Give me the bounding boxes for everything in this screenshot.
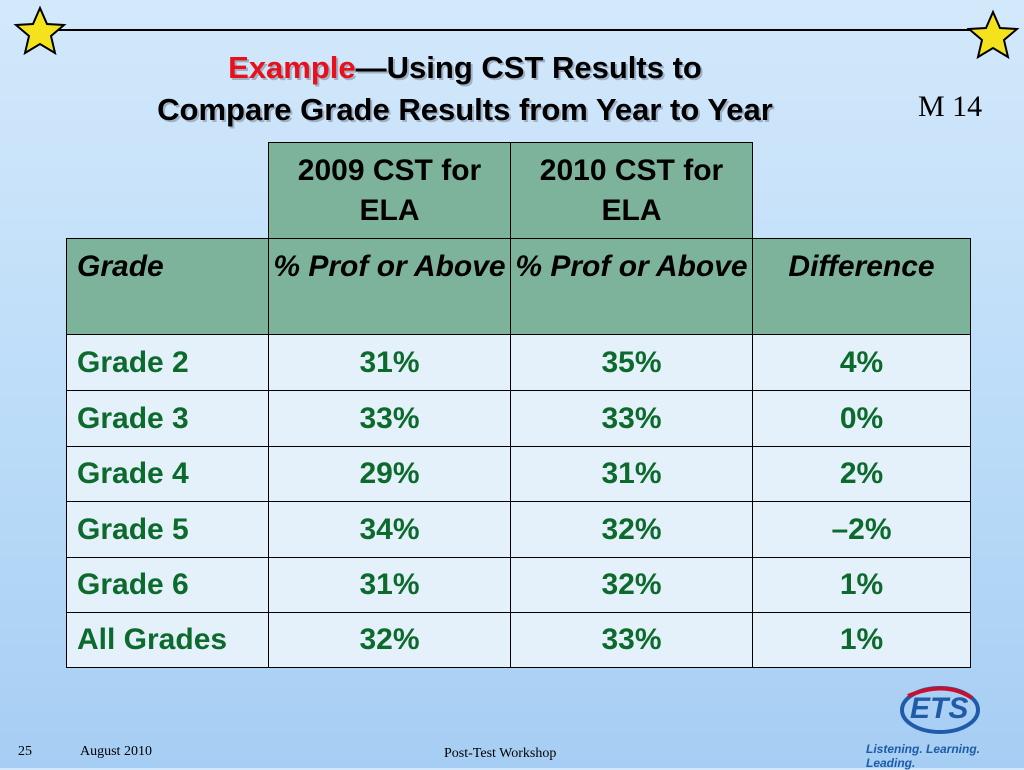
slide-number: 25 [18, 744, 32, 759]
column-header: % Prof or Above [510, 238, 753, 335]
table-cell: –2% [752, 501, 971, 558]
table-cell: 29% [268, 446, 511, 502]
column-header: Difference [752, 238, 971, 335]
table-cell: 2% [752, 446, 971, 502]
row-label: All Grades [66, 612, 269, 668]
table-cell: 32% [510, 557, 753, 613]
title-highlight: Example [228, 50, 356, 85]
slide-code: M 14 [918, 90, 983, 123]
table-cell: 1% [752, 557, 971, 613]
ets-logo-mark [900, 686, 980, 734]
table-cell: 35% [510, 334, 753, 391]
column-header: % Prof or Above [268, 238, 511, 335]
table-cell: 1% [752, 612, 971, 668]
table-cell: 33% [510, 612, 753, 668]
date: August 2010 [80, 744, 152, 759]
title-line-2: Compare Grade Results from Year to Year [157, 92, 773, 127]
table-cell: 34% [268, 501, 511, 558]
logo: ETS [910, 692, 969, 725]
group-header: 2010 CST for ELA [510, 142, 753, 239]
group-header: 2009 CST for ELA [268, 142, 511, 239]
table-cell: 33% [510, 390, 753, 447]
event: Post-Test Workshop [444, 746, 557, 761]
table-cell: 31% [268, 334, 511, 391]
row-label: Grade 2 [66, 334, 269, 391]
table-cell: 32% [510, 501, 753, 558]
star-left [13, 5, 67, 56]
star-right [966, 9, 1020, 60]
row-label: Grade 6 [66, 557, 269, 613]
column-header: Grade [66, 238, 269, 335]
row-label: Grade 4 [66, 446, 269, 502]
title-line-1: Example—Using CST Results to [0, 50, 930, 86]
table-cell: 4% [752, 334, 971, 391]
row-label: Grade 5 [66, 501, 269, 558]
tagline: Listening. Learning. Leading. [866, 742, 981, 770]
table-cell: 32% [268, 612, 511, 668]
table-cell: 0% [752, 390, 971, 447]
table-cell: 31% [510, 446, 753, 502]
table-cell: 33% [268, 390, 511, 447]
table-cell: 31% [268, 557, 511, 613]
row-label: Grade 3 [66, 390, 269, 447]
title-rest: —Using CST Results to [355, 50, 702, 85]
